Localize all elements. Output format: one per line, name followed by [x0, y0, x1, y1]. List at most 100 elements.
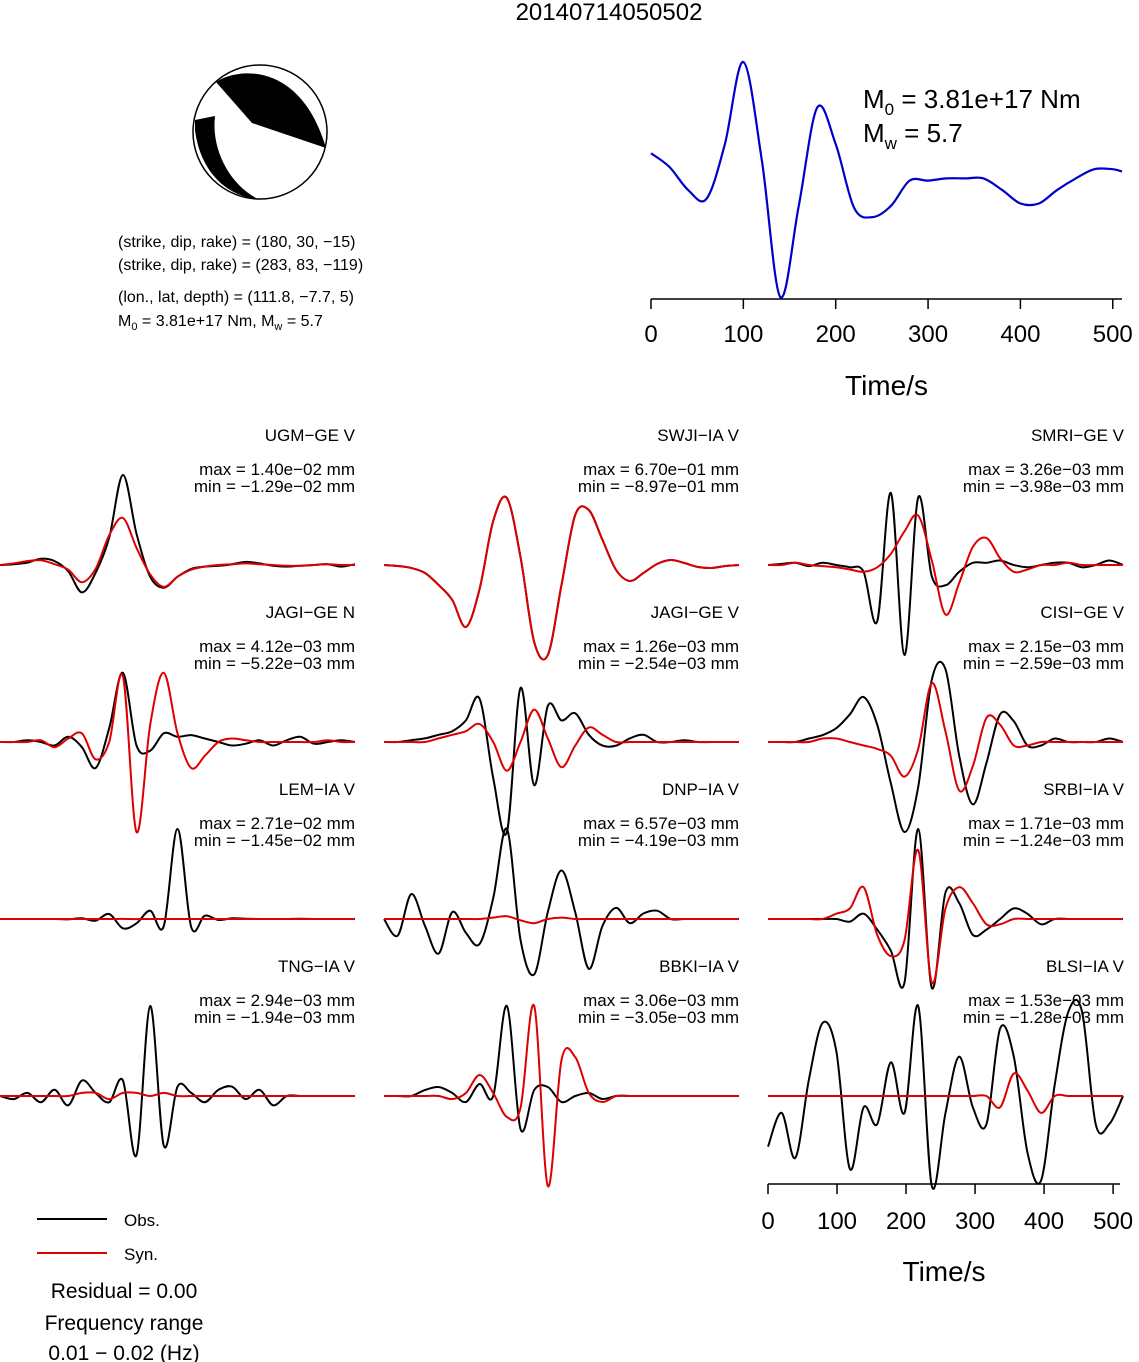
station-min: min = −4.19e−03 mm [578, 831, 739, 850]
figure-title: 20140714050502 [516, 0, 703, 26]
station-name: UGM−GE V [265, 426, 356, 445]
stf-tick-label: 200 [816, 321, 856, 348]
stf-m0-label: M0 = 3.81e+17 Nm [863, 84, 1081, 119]
station-min: min = −1.45e−02 mm [194, 831, 355, 850]
bottom-tick-label: 200 [886, 1208, 926, 1235]
station-min: min = −1.24e−03 mm [963, 831, 1124, 850]
bottom-tick-label: 400 [1024, 1208, 1064, 1235]
observed-waveform [0, 671, 356, 770]
station-name: JAGI−GE N [266, 603, 355, 622]
station-name: SRBI−IA V [1043, 780, 1124, 799]
legend: Obs. Syn. Residual = 0.00 Frequency rang… [37, 1211, 203, 1362]
station-max: max = 1.40e−02 mm [199, 460, 355, 479]
synthetic-waveform [383, 1003, 739, 1188]
station-max: max = 3.06e−03 mm [583, 991, 739, 1010]
mechanism-line-1: (strike, dip, rake) = (180, 30, −15) [118, 234, 355, 251]
station-min: min = −5.22e−03 mm [194, 654, 355, 673]
synthetic-waveform [383, 708, 739, 772]
synthetic-waveform [767, 1072, 1123, 1114]
station-min: min = −3.98e−03 mm [963, 477, 1124, 496]
station-max: max = 6.70e−01 mm [583, 460, 739, 479]
observed-waveform [767, 999, 1124, 1190]
station-name: BLSI−IA V [1046, 957, 1125, 976]
synthetic-waveform [767, 849, 1123, 985]
station-min: min = −8.97e−01 mm [578, 477, 739, 496]
beachball-icon [192, 64, 328, 200]
station-min: min = −1.28e−03 mm [963, 1008, 1124, 1027]
synthetic-waveform [0, 516, 356, 588]
station-min: min = −3.05e−03 mm [578, 1008, 739, 1027]
station-name: JAGI−GE V [651, 603, 740, 622]
observed-waveform [767, 660, 1124, 833]
bottom-tick-label: 300 [955, 1208, 995, 1235]
station-max: max = 2.94e−03 mm [199, 991, 355, 1010]
frequency-title: Frequency range [45, 1312, 204, 1335]
station-max: max = 2.15e−03 mm [968, 637, 1124, 656]
synthetic-waveform [0, 1091, 355, 1101]
legend-obs-label: Obs. [124, 1211, 160, 1230]
station-name: TNG−IA V [278, 957, 356, 976]
observed-waveform [383, 686, 739, 836]
residual-label: Residual = 0.00 [51, 1280, 198, 1303]
station-max: max = 1.26e−03 mm [583, 637, 739, 656]
station-max: max = 1.71e−03 mm [968, 814, 1124, 833]
synthetic-waveform [0, 671, 356, 834]
stf-tick-label: 400 [1000, 321, 1040, 348]
station-min: min = −1.29e−02 mm [194, 477, 355, 496]
station-max: max = 1.53e−03 mm [968, 991, 1124, 1010]
station-name: CISI−GE V [1040, 603, 1124, 622]
station-max: max = 6.57e−03 mm [583, 814, 739, 833]
synthetic-waveform [383, 915, 739, 925]
stf-tick-label: 100 [723, 321, 763, 348]
stf-tick-label: 0 [644, 321, 657, 348]
observed-waveform [0, 1004, 355, 1158]
station-min: min = −2.59e−03 mm [963, 654, 1124, 673]
station-name: SWJI−IA V [657, 426, 739, 445]
bottom-axis-title: Time/s [903, 1256, 986, 1287]
stf-tick-label: 500 [1093, 321, 1133, 348]
observed-waveform [767, 491, 1124, 657]
observed-waveform [383, 495, 740, 661]
station-min: min = −1.94e−03 mm [194, 1008, 355, 1027]
station-name: SMRI−GE V [1031, 426, 1125, 445]
synthetic-waveform [383, 495, 740, 661]
observed-waveform [383, 827, 739, 977]
moment-line: M0 = 3.81e+17 Nm, Mw = 5.7 [118, 313, 323, 333]
bottom-tick-label: 0 [761, 1208, 774, 1235]
bottom-time-axis: 0 100 200 300 400 500 Time/s [761, 1183, 1133, 1287]
station-min: min = −2.54e−03 mm [578, 654, 739, 673]
synthetic-waveform [767, 513, 1123, 616]
station-max: max = 2.71e−02 mm [199, 814, 355, 833]
stf-tick-label: 300 [908, 321, 948, 348]
stf-time-axis: 0 100 200 300 400 500 Time/s [644, 298, 1133, 401]
station-name: DNP−IA V [662, 780, 740, 799]
location-line: (lon., lat, depth) = (111.8, −7.7, 5) [118, 289, 354, 306]
station-name: LEM−IA V [279, 780, 356, 799]
synthetic-waveform [767, 682, 1123, 793]
stf-line [650, 60, 1123, 299]
legend-syn-label: Syn. [124, 1245, 158, 1264]
stf-mw-label: Mw = 5.7 [863, 118, 963, 153]
station-max: max = 4.12e−03 mm [199, 637, 355, 656]
station-name: BBKI−IA V [659, 957, 740, 976]
frequency-range: 0.01 − 0.02 (Hz) [48, 1342, 199, 1362]
stf-axis-title: Time/s [845, 370, 928, 401]
bottom-tick-label: 500 [1093, 1208, 1133, 1235]
mechanism-line-2: (strike, dip, rake) = (283, 83, −119) [118, 257, 363, 274]
station-max: max = 3.26e−03 mm [968, 460, 1124, 479]
